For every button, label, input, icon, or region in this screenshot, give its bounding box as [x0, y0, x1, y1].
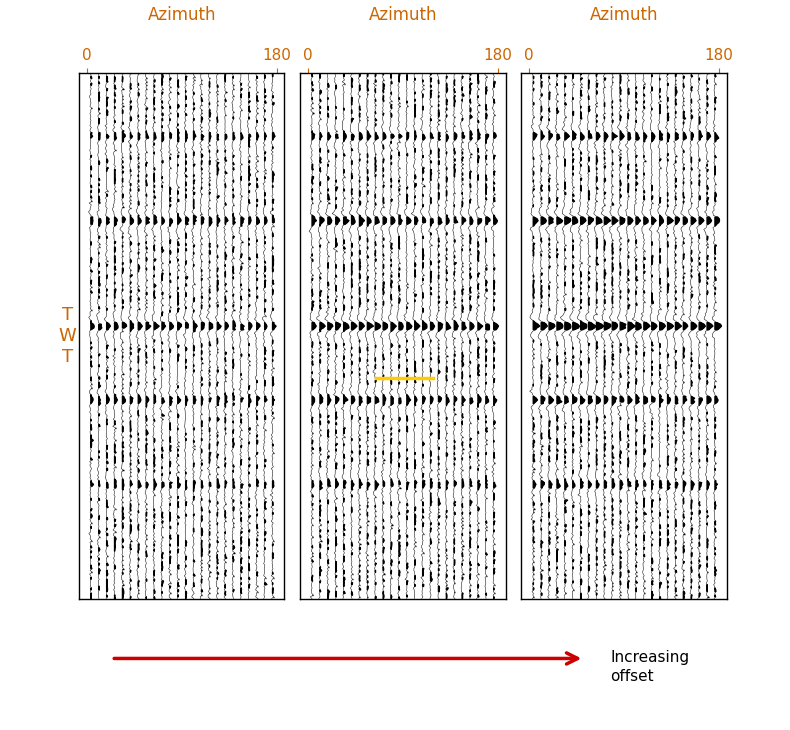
- Text: Increasing
offset: Increasing offset: [610, 650, 690, 684]
- Title: Azimuth: Azimuth: [148, 7, 216, 25]
- Text: T
W
T: T W T: [58, 306, 76, 366]
- Title: Azimuth: Azimuth: [590, 7, 658, 25]
- Title: Azimuth: Azimuth: [369, 7, 437, 25]
